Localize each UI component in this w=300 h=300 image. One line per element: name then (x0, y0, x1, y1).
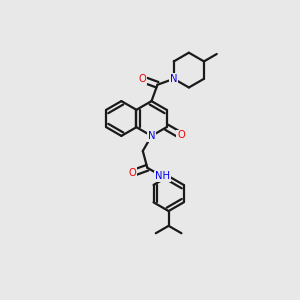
Text: O: O (129, 168, 136, 178)
Text: O: O (177, 130, 185, 140)
Text: N: N (170, 74, 178, 84)
Text: N: N (148, 131, 155, 141)
Text: NH: NH (155, 172, 170, 182)
Text: O: O (138, 74, 146, 84)
